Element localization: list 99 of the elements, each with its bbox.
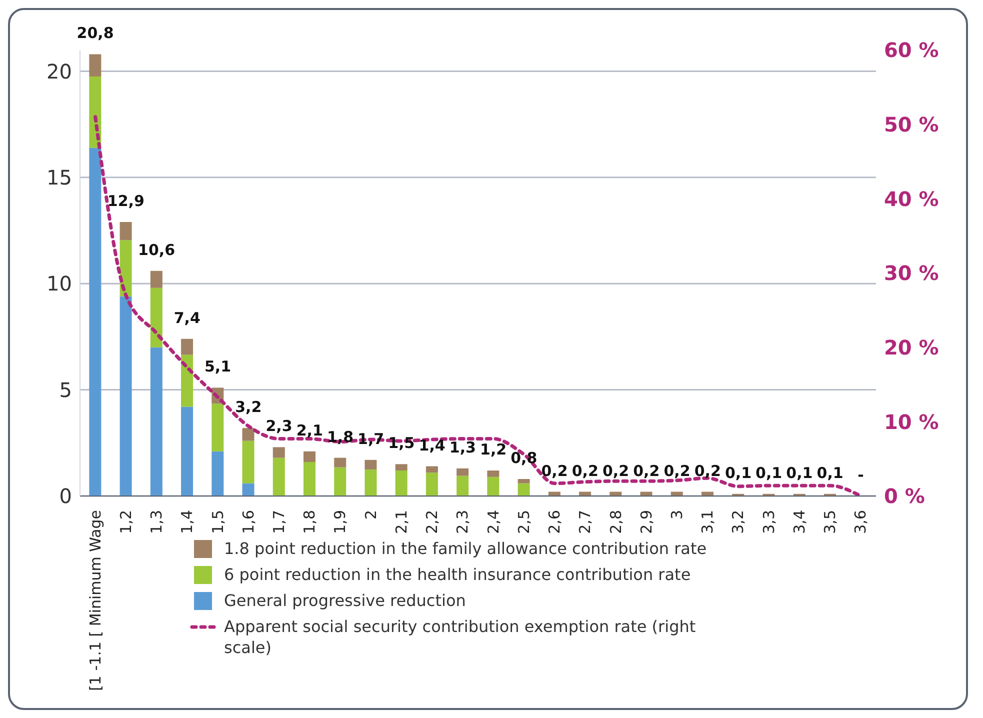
x-tick-label: 3,2: [729, 510, 748, 534]
x-tick-label: 1,7: [270, 510, 288, 534]
total-label: 1,3: [449, 438, 476, 456]
y2-tick-label: 20 %: [884, 335, 939, 360]
x-tick-label: 1,5: [208, 510, 227, 534]
bar: [518, 479, 530, 484]
total-label: 2,3: [266, 417, 292, 436]
bar: [487, 476, 500, 496]
x-tick-label: 2,8: [606, 510, 625, 534]
y2-tick-label: 40 %: [884, 186, 939, 211]
x-tick-label: 1,3: [148, 510, 166, 534]
x-tick-label: [1 -1.1 [ Minimum Wage: [86, 510, 104, 691]
x-tick-label: 2,9: [637, 510, 656, 534]
bar: [334, 467, 346, 496]
y2-tick-label: 0 %: [884, 484, 925, 508]
bar: [303, 462, 316, 496]
total-label: 1,2: [480, 440, 507, 459]
x-tick-label: 1,8: [300, 510, 319, 534]
bar: [150, 270, 162, 288]
bar: [303, 451, 316, 462]
total-label: 0,1: [786, 464, 813, 482]
x-tick-label: 3,1: [698, 510, 717, 534]
x-tick-label: 2,4: [484, 510, 502, 534]
x-tick-label: 2,5: [514, 510, 533, 534]
bar: [395, 470, 408, 496]
total-label: 0,1: [816, 464, 844, 482]
bar: [242, 440, 254, 484]
legend-label: Apparent social security contribution exemption rate (right scale): [224, 616, 697, 658]
bar: [456, 476, 469, 496]
bar: [181, 338, 194, 355]
y-tick-label: 0: [59, 484, 72, 508]
bar: [364, 469, 377, 496]
bar: [272, 447, 285, 458]
bar: [334, 458, 346, 468]
bar: [487, 470, 500, 477]
x-tick-label: 1,9: [331, 510, 350, 534]
bar: [456, 468, 469, 476]
x-tick-label: 1,2: [116, 510, 135, 534]
total-label: 10,6: [138, 240, 176, 259]
x-tick-label: 2,6: [546, 510, 564, 534]
legend-label: 6 point reduction in the health insurance contribution rate: [224, 564, 691, 585]
total-label: 0,2: [602, 462, 630, 480]
y-tick-label: 5: [59, 378, 72, 402]
total-label: 7,4: [174, 308, 200, 327]
bar: [364, 460, 377, 470]
total-label: 0,2: [541, 462, 568, 480]
x-tick-label: 2,1: [392, 510, 410, 534]
total-label: 0,2: [694, 462, 721, 480]
bar: [518, 483, 530, 496]
bar: [181, 354, 194, 407]
total-label: 0,2: [664, 462, 690, 480]
total-label: 0,2: [633, 462, 660, 480]
total-label: 1,4: [418, 436, 446, 454]
line-series: [94, 115, 862, 496]
total-label: 20,8: [76, 24, 114, 42]
total-label: 2,1: [296, 421, 323, 440]
bar: [395, 464, 408, 471]
bar: [426, 472, 438, 496]
bar: [212, 404, 224, 452]
legend-label: 1.8 point reduction in the family allowance contribution rate: [224, 538, 707, 559]
total-label: 0,1: [756, 464, 782, 482]
bar: [242, 483, 254, 496]
x-tick-label: 3,3: [760, 510, 778, 534]
y2-tick-label: 60 %: [884, 38, 939, 62]
bar: [242, 428, 254, 441]
bar: [426, 466, 438, 473]
x-tick-label: 3,5: [821, 510, 840, 534]
bar: [120, 296, 132, 496]
total-label: 12,9: [107, 192, 144, 210]
bar: [120, 222, 132, 240]
x-tick-label: 2,7: [576, 510, 594, 534]
y-tick-label: 20: [46, 59, 72, 84]
bar: [181, 406, 194, 496]
x-tick-label: 2,2: [423, 510, 442, 534]
y2-tick-label: 10 %: [884, 410, 939, 434]
total-label: 0,2: [572, 462, 598, 480]
x-tick-label: 2: [362, 510, 380, 520]
x-tick-label: 2,3: [454, 510, 472, 534]
y2-tick-label: 50 %: [884, 112, 939, 136]
bar: [272, 458, 285, 496]
legend-label: General progressive reduction: [224, 590, 466, 611]
y-tick-label: 10: [46, 272, 72, 296]
x-tick-label: 3,6: [852, 510, 870, 534]
bar: [89, 54, 102, 77]
x-tick-label: 3: [668, 510, 686, 520]
bar: [120, 240, 132, 296]
total-label: 3,2: [235, 398, 262, 416]
total-label: 5,1: [204, 358, 232, 376]
x-tick-label: 1,4: [178, 510, 196, 534]
text: -: [858, 466, 864, 484]
bar: [150, 288, 162, 348]
total-label: 0,1: [724, 464, 752, 482]
bar: [212, 451, 224, 496]
bar: [150, 347, 162, 496]
y2-tick-label: 30 %: [884, 261, 939, 286]
bar: [89, 148, 102, 496]
y-tick-label: 15: [46, 166, 72, 190]
x-tick-label: 1,6: [239, 510, 258, 534]
x-tick-label: 3,4: [790, 510, 808, 534]
